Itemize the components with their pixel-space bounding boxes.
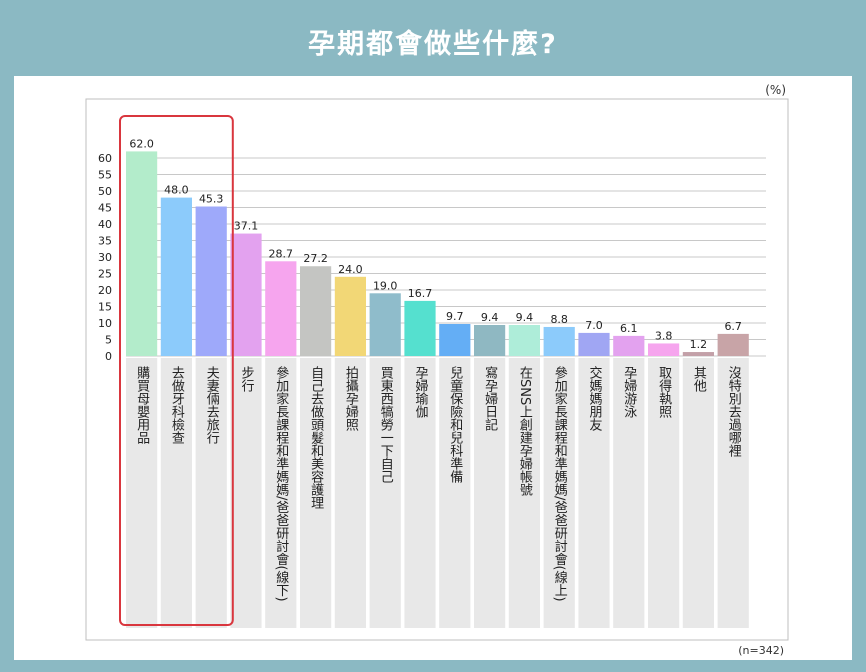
bars	[126, 151, 749, 356]
label-column	[160, 358, 192, 628]
category-label: 參加家長課程和準媽媽/爸爸研討會(線上)	[552, 366, 568, 602]
value-label: 9.4	[481, 311, 499, 324]
bar	[682, 352, 714, 356]
y-tick-label: 55	[98, 169, 112, 182]
label-column	[404, 358, 436, 628]
bar-chart: (%) (n=342) 0 5 10 15 20 25 30 35 40 45 50 55 60 62.…	[85, 83, 789, 657]
category-label: 兒童保險和兒科準備	[447, 366, 463, 483]
bar	[404, 300, 436, 356]
sample-size-note: (n=342)	[738, 644, 784, 657]
label-column	[508, 358, 540, 628]
category-label: 孕婦游泳	[621, 366, 637, 418]
label-column	[682, 358, 714, 628]
category-labels: 購買母嬰用品 去做牙科檢查 夫妻倆去旅行 步行 參加家長課程和準媽媽/爸爸研討會(線下)…	[134, 365, 741, 601]
bar	[195, 206, 227, 356]
bar	[648, 343, 680, 356]
label-column	[439, 358, 471, 628]
label-column	[648, 358, 680, 628]
bar	[230, 233, 262, 356]
bar	[126, 151, 158, 356]
value-label: 62.0	[129, 137, 154, 150]
value-label: 19.0	[373, 279, 398, 292]
label-column	[578, 358, 610, 628]
label-column	[369, 358, 401, 628]
bar	[439, 323, 471, 356]
value-labels: 62.0 48.0 45.3 37.1 28.7 27.2 24.0 19.0 16.7 9.7 9…	[129, 137, 742, 351]
label-column	[300, 358, 332, 628]
value-label: 9.7	[446, 310, 464, 323]
y-tick-label: 5	[105, 334, 112, 347]
y-tick-label: 30	[98, 251, 112, 264]
category-label: 步行	[239, 366, 255, 393]
category-label: 夫妻倆去旅行	[204, 366, 220, 445]
y-tick-label: 40	[98, 218, 112, 231]
category-label: 沒特別去過哪裡	[726, 366, 742, 458]
value-label: 3.8	[655, 329, 673, 342]
plot-frame	[85, 98, 789, 641]
category-label: 交媽媽朋友	[587, 365, 603, 431]
category-label: 寫孕婦日記	[482, 365, 498, 431]
highlight-box	[119, 115, 234, 626]
y-tick-label: 20	[98, 284, 112, 297]
category-label: 自己去做頭髮和美容護理	[308, 366, 324, 509]
value-label: 45.3	[199, 193, 224, 206]
label-columns	[126, 358, 749, 628]
bar	[578, 332, 610, 356]
label-column	[126, 358, 158, 628]
label-column	[717, 358, 749, 628]
label-column	[195, 358, 227, 628]
category-label: 在SNS上創建孕婦帳號	[517, 366, 533, 498]
category-label: 其他	[691, 366, 707, 393]
value-label: 24.0	[338, 263, 363, 276]
category-label: 取得執照	[656, 366, 672, 419]
value-label: 37.1	[234, 220, 259, 233]
label-column	[474, 358, 506, 628]
label-column	[613, 358, 645, 628]
bar	[717, 333, 749, 356]
value-label: 1.2	[690, 338, 708, 351]
y-tick-label: 45	[98, 202, 112, 215]
y-tick-label: 0	[105, 350, 112, 363]
bar	[508, 324, 540, 356]
value-label: 8.8	[550, 313, 568, 326]
label-column	[543, 358, 575, 628]
y-tick-label: 50	[98, 185, 112, 198]
value-label: 27.2	[303, 252, 328, 265]
chart-panel: (%) (n=342) 0 5 10 15 20 25 30 35 40 45 50 55 60 62.…	[14, 76, 852, 660]
value-label: 7.0	[585, 319, 603, 332]
label-column	[265, 358, 297, 628]
value-label: 48.0	[164, 184, 189, 197]
bar	[369, 293, 401, 356]
category-label: 參加家長課程和準媽媽/爸爸研討會(線下)	[273, 366, 289, 602]
y-tick-label: 10	[98, 317, 112, 330]
y-axis: 0 5 10 15 20 25 30 35 40 45 50 55 60	[98, 152, 112, 363]
y-tick-label: 60	[98, 152, 112, 165]
bar	[334, 276, 366, 356]
bar	[300, 266, 332, 356]
bar	[160, 197, 192, 356]
category-label: 購買母嬰用品	[134, 366, 150, 444]
label-column	[334, 358, 366, 628]
value-label: 9.4	[516, 311, 534, 324]
value-label: 28.7	[269, 247, 294, 260]
bar	[543, 326, 575, 356]
unit-label: (%)	[765, 83, 786, 97]
category-label: 買東西犒勞一下自己	[378, 366, 394, 483]
y-tick-label: 25	[98, 268, 112, 281]
bar	[613, 335, 645, 356]
category-label: 拍攝孕婦照	[343, 366, 359, 432]
y-tick-label: 15	[98, 301, 112, 314]
y-tick-label: 35	[98, 235, 112, 248]
bar	[265, 261, 297, 356]
value-label: 6.1	[620, 322, 638, 335]
category-label: 孕婦瑜伽	[413, 366, 429, 419]
bar	[474, 324, 506, 356]
value-label: 16.7	[408, 287, 433, 300]
page-title: 孕期都會做些什麼?	[308, 29, 558, 60]
label-column	[230, 358, 262, 628]
category-label: 去做牙科檢查	[169, 366, 185, 444]
value-label: 6.7	[724, 320, 742, 333]
